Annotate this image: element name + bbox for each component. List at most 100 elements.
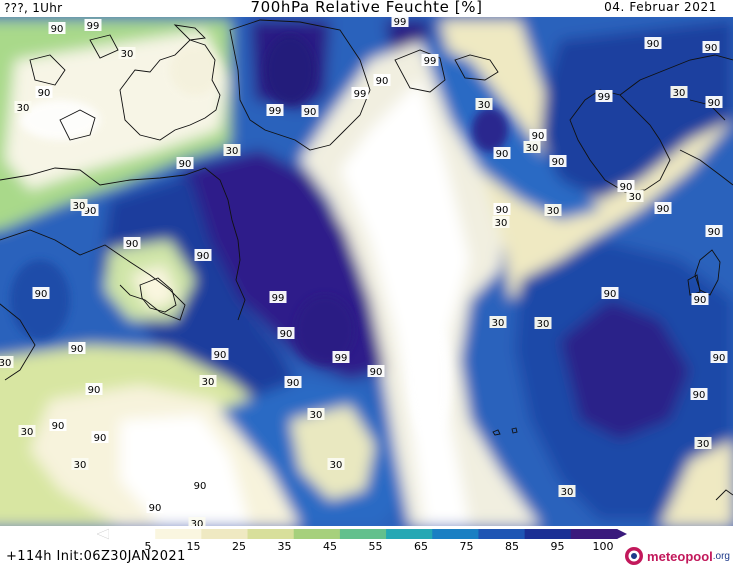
- contour-label: 30: [0, 356, 14, 369]
- contour-label-value: 99: [394, 17, 407, 28]
- contour-label: 90: [367, 365, 385, 378]
- colorbar-swatch: [386, 529, 433, 539]
- contour-label: 30: [199, 375, 217, 388]
- contour-label: 90: [690, 388, 708, 401]
- meteopool-logo[interactable]: meteopool .org: [624, 546, 730, 566]
- colorbar-swatch: [201, 529, 249, 539]
- colorbar-swatch: [524, 529, 572, 539]
- contour-label-value: 90: [604, 289, 617, 300]
- contour-label-value: 30: [310, 410, 323, 421]
- contour-label: 99: [84, 19, 102, 32]
- colorbar-tick-label: 45: [323, 540, 337, 553]
- map-header: ???, 1Uhr 700hPa Relative Feuchte [%] 04…: [0, 0, 733, 18]
- colorbar-tick-label: 25: [232, 540, 246, 553]
- contour-label: 30: [558, 485, 576, 498]
- contour-label-value: 30: [537, 319, 550, 330]
- contour-label-value: 30: [629, 192, 642, 203]
- contour-label-value: 99: [335, 353, 348, 364]
- contour-label-value: 90: [214, 350, 227, 361]
- contour-label-value: 30: [526, 143, 539, 154]
- contour-label-value: 30: [330, 460, 343, 471]
- contour-label: 99: [269, 291, 287, 304]
- contour-label: 30: [18, 425, 36, 438]
- contour-label-value: 90: [88, 385, 101, 396]
- logo-icon: [625, 547, 644, 565]
- colorbar-swatch: [432, 529, 479, 539]
- colorbar-left-arrow: [97, 528, 110, 540]
- contour-label-value: 90: [376, 76, 389, 87]
- contour-label-value: 30: [697, 439, 710, 450]
- contour-label: 30: [14, 101, 32, 114]
- contour-label-value: 30: [17, 103, 30, 114]
- contour-label: 30: [307, 408, 325, 421]
- contour-label-value: 90: [647, 39, 660, 50]
- contour-label-value: 30: [478, 100, 491, 111]
- contour-label-value: 90: [370, 367, 383, 378]
- colorbar-swatch: [155, 529, 202, 539]
- contour-label-value: 30: [495, 218, 508, 229]
- contour-label: 90: [691, 293, 709, 306]
- contour-label-value: 90: [620, 182, 633, 193]
- contour-label-value: 30: [202, 377, 215, 388]
- contour-label-value: 90: [71, 344, 84, 355]
- contour-label-value: 30: [226, 146, 239, 157]
- contour-label-value: 99: [269, 106, 282, 117]
- dry-patch-south-central: [290, 405, 375, 500]
- contour-label-value: 90: [694, 295, 707, 306]
- contour-label-value: 90: [657, 204, 670, 215]
- contour-label-value: 90: [280, 329, 293, 340]
- dry-spot-2: [170, 45, 220, 95]
- contour-label: 90: [493, 203, 511, 216]
- moist-spot-2: [472, 108, 508, 152]
- contour-label-value: 90: [287, 378, 300, 389]
- contour-label: 30: [70, 199, 88, 212]
- map-title: 700hPa Relative Feuchte [%]: [250, 0, 483, 16]
- contour-label: 30: [188, 517, 206, 526]
- contour-label: 90: [493, 147, 511, 160]
- contour-label-value: 90: [194, 481, 207, 492]
- contour-label: 90: [211, 348, 229, 361]
- contour-label-value: 90: [304, 107, 317, 118]
- contour-label-value: 90: [552, 157, 565, 168]
- contour-label: 30: [118, 47, 136, 60]
- contour-label: 99: [332, 351, 350, 364]
- colorbar-tick-label: 35: [277, 540, 292, 553]
- moist-spot-1: [265, 35, 315, 105]
- contour-label: 90: [549, 155, 567, 168]
- contour-label: 30: [523, 141, 541, 154]
- colorbar-swatch: [293, 529, 341, 539]
- contour-label: 90: [644, 37, 662, 50]
- contour-label-value: 30: [74, 460, 87, 471]
- model-run-label: +114h Init:06Z30JAN2021: [6, 549, 186, 564]
- contour-label-value: 90: [51, 24, 64, 35]
- colorbar-tick-label: 75: [459, 540, 474, 553]
- contour-label-value: 90: [52, 421, 65, 432]
- contour-label: 90: [284, 376, 302, 389]
- contour-label: 90: [35, 86, 53, 99]
- colorbar-tick-label: 55: [368, 540, 383, 553]
- contour-label-value: 99: [424, 56, 437, 67]
- contour-label-value: 30: [561, 487, 574, 498]
- contour-label: 90: [601, 287, 619, 300]
- contour-label-value: 99: [272, 293, 285, 304]
- contour-label: 99: [595, 90, 613, 103]
- contour-label: 90: [85, 383, 103, 396]
- contour-label: 90: [617, 180, 635, 193]
- colorbar-swatch: [478, 529, 526, 539]
- moist-spot-4: [10, 260, 70, 340]
- contour-label-value: 90: [496, 205, 509, 216]
- colorbar-tick-label: 85: [505, 540, 519, 553]
- contour-label-value: 90: [179, 159, 192, 170]
- contour-label-value: 90: [496, 149, 509, 160]
- contour-label-value: 30: [73, 201, 86, 212]
- contour-label: 30: [71, 458, 89, 471]
- contour-label-value: 90: [38, 88, 51, 99]
- colorbar-swatch: [339, 529, 387, 539]
- colorbar-tick-label: 65: [414, 540, 428, 553]
- moist-spot-3: [295, 295, 355, 365]
- humidity-detail: [10, 35, 508, 440]
- dry-patch-southeast: [660, 440, 733, 526]
- contour-label-value: 30: [673, 88, 686, 99]
- contour-label: 30: [694, 437, 712, 450]
